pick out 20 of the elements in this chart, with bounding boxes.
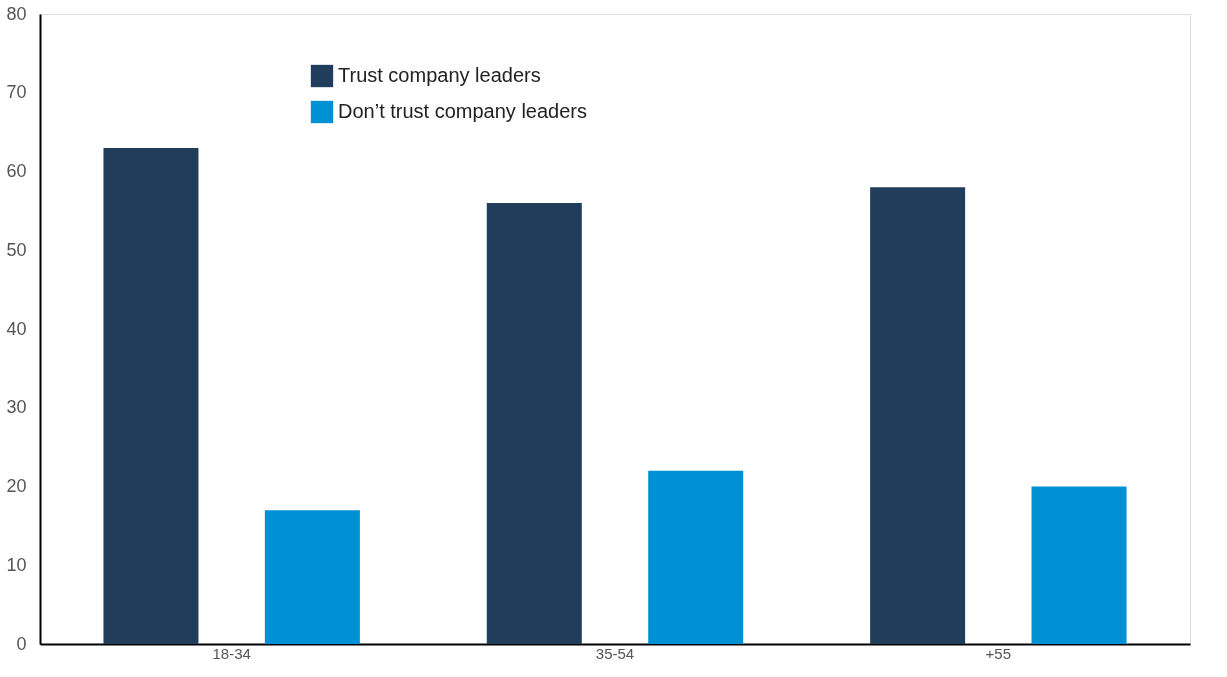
y-tick-label: 80 <box>6 3 27 24</box>
y-tick-label: 60 <box>6 161 27 181</box>
x-tick-label: 35-54 <box>595 644 635 662</box>
x-tick-label: +55 <box>985 644 1012 662</box>
bar <box>103 147 199 644</box>
bar <box>648 470 744 644</box>
y-tick-label: 0 <box>16 633 27 654</box>
bar <box>264 510 360 644</box>
y-tick-label: 10 <box>6 554 27 575</box>
bar <box>870 187 966 644</box>
bar <box>1031 486 1127 644</box>
y-tick-label: 20 <box>6 476 27 496</box>
legend-label: Trust company leaders <box>338 64 541 86</box>
y-tick-label: 70 <box>6 82 27 103</box>
y-tick-label: 30 <box>6 397 27 418</box>
x-tick-label: 18-34 <box>212 644 251 662</box>
bar <box>486 203 582 644</box>
legend-label: Don’t trust company leaders <box>338 100 588 122</box>
y-tick-label: 50 <box>6 239 27 260</box>
y-tick-label: 40 <box>6 318 27 339</box>
